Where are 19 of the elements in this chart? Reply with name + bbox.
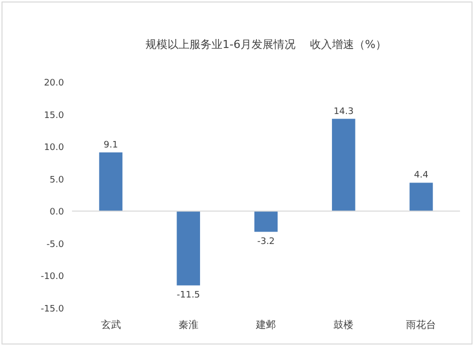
x-tick-label: 玄武 xyxy=(100,319,121,331)
data-label: -11.5 xyxy=(176,290,200,300)
data-label: 14.3 xyxy=(334,106,354,117)
y-tick-label: -5.0 xyxy=(46,240,64,250)
data-label: 4.4 xyxy=(414,170,429,181)
x-tick-label: 鼓楼 xyxy=(334,319,354,331)
data-label: -3.2 xyxy=(257,236,275,247)
x-tick-label: 建邺 xyxy=(255,319,276,331)
y-tick-label: 20.0 xyxy=(44,78,64,88)
x-tick-label: 雨花台 xyxy=(406,319,436,331)
x-tick-label: 秦淮 xyxy=(178,319,198,331)
y-tick-label: 10.0 xyxy=(44,143,64,154)
y-tick-label: 0.0 xyxy=(50,208,64,218)
y-tick-label: 5.0 xyxy=(50,175,64,186)
y-tick-label: 15.0 xyxy=(44,110,64,121)
y-tick-label: -10.0 xyxy=(40,272,64,282)
y-tick-label: -15.0 xyxy=(40,304,64,314)
data-label: 9.1 xyxy=(104,140,118,150)
title: 规模以上服务业1-6月发展情况 收入增速（%） xyxy=(146,38,386,51)
